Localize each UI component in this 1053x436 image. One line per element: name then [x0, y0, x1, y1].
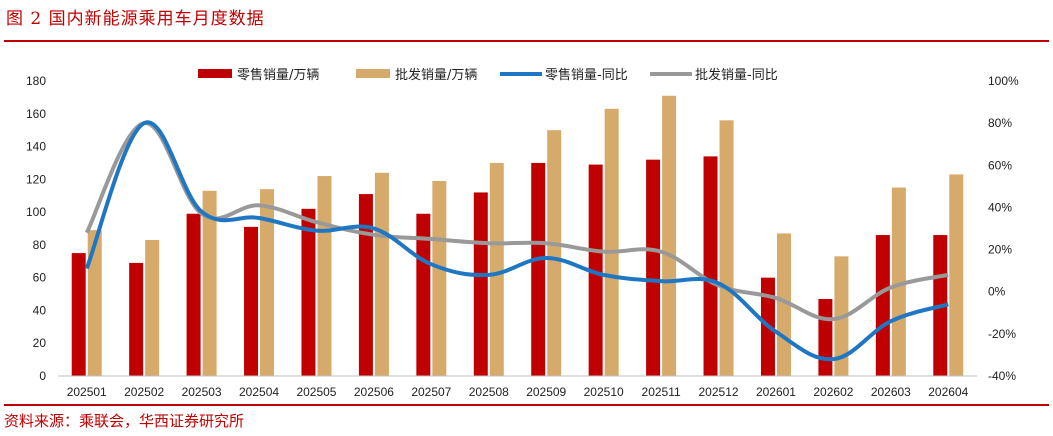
y-left-tick-label: 160 — [26, 107, 46, 121]
wholesale-bar — [317, 176, 332, 376]
y-left-tick-label: 60 — [33, 271, 47, 285]
y-left-tick-label: 40 — [33, 303, 47, 317]
x-tick-label: 202603 — [871, 385, 911, 399]
bar-layer — [71, 95, 964, 376]
legend: 零售销量/万辆 批发销量/万辆 零售销量-同比 批发销量-同比 — [198, 67, 778, 83]
x-tick-label: 202508 — [469, 385, 509, 399]
x-tick-label: 202602 — [813, 385, 853, 399]
retail-bar — [588, 164, 603, 376]
y-left-tick-label: 180 — [26, 74, 46, 88]
y-right-tick-label: 100% — [988, 74, 1019, 88]
wholesale-bar — [719, 120, 734, 376]
y-right-tick-label: 60% — [988, 158, 1012, 172]
x-tick-label: 202504 — [239, 385, 279, 399]
retail-bar — [186, 213, 201, 376]
y-right-tick-label: 20% — [988, 243, 1012, 257]
wholesale-bar — [547, 130, 562, 376]
x-tick-label: 202604 — [928, 385, 968, 399]
y-right-tick-label: 0% — [988, 285, 1006, 299]
x-tick-label: 202511 — [642, 385, 681, 399]
line-layer — [84, 120, 949, 362]
x-tick-label: 202502 — [124, 385, 164, 399]
legend-retail-bar-swatch — [198, 69, 232, 78]
top-rule — [4, 40, 1049, 42]
legend-wholesale-bar-label: 批发销量/万辆 — [395, 67, 477, 83]
retail-yoy-line — [84, 120, 949, 362]
wholesale-bar — [202, 190, 217, 376]
retail-bar — [646, 159, 661, 376]
x-tick-label: 202601 — [756, 385, 796, 399]
wholesale-bar — [891, 187, 906, 376]
axes-layer: 202501 202502 202503 202504 202505 202506 2025… — [26, 74, 1019, 399]
legend-retail-bar-label: 零售销量/万辆 — [237, 67, 319, 83]
wholesale-bar — [260, 189, 275, 376]
wholesale-bar — [604, 108, 619, 376]
legend-retail-line-label: 零售销量-同比 — [545, 67, 628, 83]
retail-bar — [416, 213, 431, 376]
x-tick-label: 202505 — [296, 385, 336, 399]
retail-bar — [531, 162, 546, 376]
y-left-tick-label: 0 — [39, 369, 46, 383]
legend-wholesale-bar-swatch — [356, 69, 390, 78]
y-right-tick-label: -40% — [988, 369, 1016, 383]
wholesale-bar — [87, 230, 102, 376]
x-tick-label: 202501 — [67, 385, 107, 399]
y-left-tick-label: 100 — [26, 205, 46, 219]
retail-bar — [71, 253, 86, 376]
legend-wholesale-line-label: 批发销量-同比 — [695, 67, 778, 83]
wholesale-bar — [949, 174, 964, 376]
wholesale-bar — [145, 239, 160, 376]
retail-bar — [358, 194, 373, 376]
retail-bar — [703, 156, 718, 376]
x-tick-label: 202510 — [584, 385, 624, 399]
retail-bar — [244, 226, 259, 376]
retail-bar — [129, 262, 144, 376]
x-tick-label: 202506 — [354, 385, 394, 399]
y-right-tick-label: 80% — [988, 116, 1012, 130]
wholesale-bar — [432, 180, 447, 376]
y-left-tick-label: 80 — [33, 238, 47, 252]
y-left-tick-label: 120 — [26, 172, 46, 186]
y-left-tick-label: 20 — [33, 336, 47, 350]
x-tick-label: 202509 — [526, 385, 566, 399]
retail-bar — [875, 235, 890, 376]
y-right-tick-label: -20% — [988, 327, 1016, 341]
x-tick-label: 202503 — [182, 385, 222, 399]
y-left-tick-label: 140 — [26, 140, 46, 154]
wholesale-bar — [662, 95, 677, 376]
wholesale-bar — [374, 172, 389, 376]
wholesale-bar — [489, 162, 504, 376]
retail-bar — [818, 298, 833, 376]
y-right-tick-label: 40% — [988, 200, 1012, 214]
x-tick-label: 202512 — [699, 385, 739, 399]
retail-bar — [473, 192, 488, 376]
figure-title: 图 2 国内新能源乘用车月度数据 — [6, 9, 265, 29]
bottom-rule — [4, 404, 1049, 406]
source-note: 资料来源：乘联会，华西证券研究所 — [4, 412, 245, 430]
retail-bar — [301, 208, 316, 376]
x-tick-label: 202507 — [411, 385, 451, 399]
